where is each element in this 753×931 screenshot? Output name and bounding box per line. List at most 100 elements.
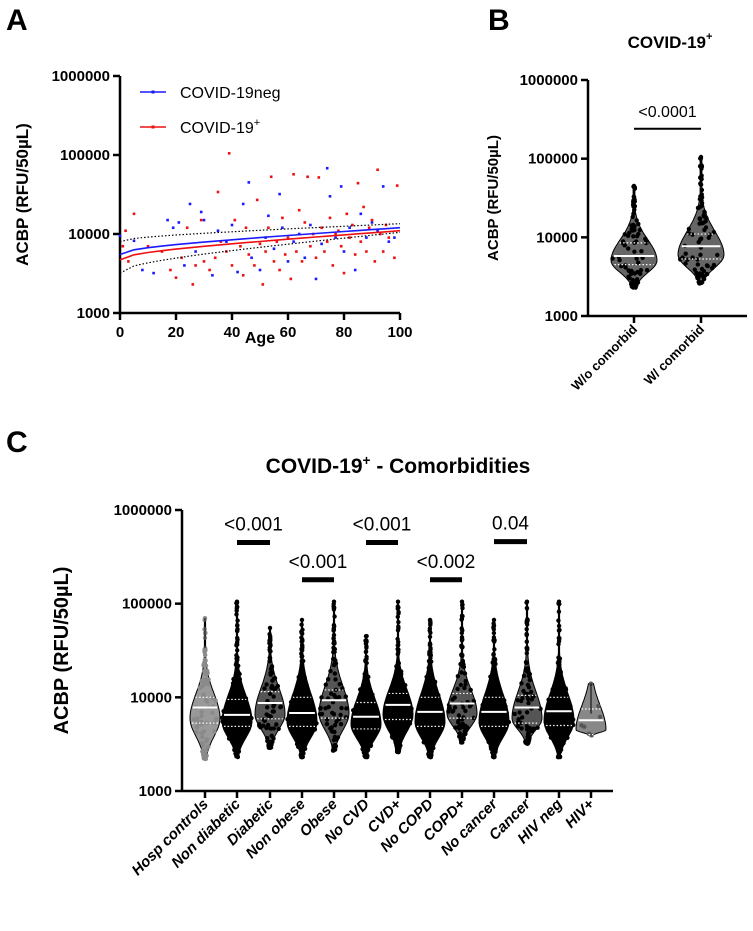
data-point — [334, 719, 339, 724]
data-point — [699, 280, 704, 286]
data-point — [503, 704, 508, 709]
data-point — [405, 711, 411, 716]
data-point — [422, 736, 427, 741]
data-point — [490, 702, 495, 708]
data-point — [492, 754, 497, 760]
data-point — [402, 688, 407, 693]
data-point — [486, 727, 491, 732]
data-point — [512, 711, 517, 717]
data-point — [458, 735, 463, 740]
data-point — [486, 718, 491, 723]
data-point — [395, 643, 400, 648]
data-point — [389, 734, 395, 739]
data-point — [427, 659, 432, 664]
data-point — [258, 725, 263, 730]
data-point — [199, 709, 204, 714]
data-point-covid-pos — [233, 218, 237, 222]
data-point — [299, 742, 305, 747]
data-point-covid-pos — [306, 175, 309, 179]
data-point-covid-neg — [376, 229, 379, 233]
data-point-covid-pos — [323, 250, 326, 253]
data-point — [458, 682, 463, 688]
data-point — [455, 686, 460, 692]
data-point — [272, 687, 277, 692]
data-point — [561, 739, 566, 744]
x-tick-label: 20 — [168, 324, 185, 341]
data-point — [524, 741, 530, 746]
ci-lower-line — [119, 231, 401, 274]
data-point — [437, 702, 442, 707]
data-point — [527, 671, 532, 677]
data-point — [206, 677, 211, 682]
data-point — [690, 255, 695, 260]
data-point — [308, 731, 314, 737]
y-axis-title: ACBP (RFU/50µL) — [13, 123, 32, 266]
data-point-covid-neg — [152, 271, 155, 275]
data-point-covid-pos — [348, 236, 351, 239]
y-tick-label: 1000 — [77, 305, 110, 322]
data-point-covid-neg — [230, 223, 234, 227]
data-point — [519, 726, 524, 731]
data-point — [486, 691, 492, 696]
data-point — [235, 648, 240, 653]
data-point — [361, 743, 366, 749]
panel-label-b: B — [488, 4, 510, 37]
data-point — [235, 618, 240, 623]
data-point-covid-neg — [258, 268, 262, 272]
data-point — [264, 725, 269, 731]
data-point — [458, 661, 463, 667]
data-point — [699, 198, 704, 203]
data-point — [622, 242, 627, 248]
data-point-covid-pos — [292, 172, 295, 176]
data-point — [427, 651, 432, 656]
data-point — [634, 256, 639, 261]
data-point-covid-neg — [286, 260, 290, 263]
data-point — [201, 753, 207, 758]
y-tick-label: 10000 — [68, 226, 110, 243]
data-point — [350, 720, 355, 726]
data-point — [269, 664, 275, 669]
data-point-covid-pos — [261, 283, 265, 286]
data-point — [521, 673, 527, 678]
data-point — [518, 698, 524, 704]
data-point — [463, 682, 468, 687]
data-point — [489, 747, 495, 752]
data-point-covid-pos — [199, 218, 203, 222]
data-point-covid-pos — [227, 152, 231, 155]
data-point — [468, 687, 473, 693]
data-point — [525, 682, 531, 688]
data-point — [428, 754, 433, 760]
data-point-covid-neg — [278, 192, 281, 196]
data-point-covid-pos — [297, 208, 301, 212]
data-point — [553, 712, 558, 718]
data-point — [343, 715, 349, 720]
data-point — [471, 698, 476, 704]
data-point — [230, 681, 236, 686]
data-point — [637, 227, 643, 233]
data-point — [367, 733, 373, 738]
data-point-covid-neg — [183, 264, 186, 267]
data-point — [625, 233, 631, 238]
p-value-label: <0.001 — [224, 514, 283, 535]
data-point-covid-neg — [353, 268, 357, 272]
data-point — [236, 709, 241, 714]
data-point-covid-pos — [317, 176, 321, 179]
data-point — [557, 747, 563, 753]
data-point — [343, 694, 348, 699]
data-point — [462, 685, 467, 691]
p-value-label: <0.0001 — [638, 104, 696, 121]
data-point — [368, 722, 373, 728]
data-point — [230, 687, 235, 692]
data-point — [291, 701, 297, 707]
data-point — [631, 234, 636, 239]
data-point-covid-neg — [188, 202, 192, 206]
data-point — [589, 733, 594, 738]
data-point — [318, 705, 323, 711]
data-point — [264, 682, 269, 687]
data-point — [221, 709, 226, 714]
data-point-covid-pos — [160, 250, 164, 253]
data-point — [554, 736, 559, 741]
data-point-covid-neg — [328, 195, 332, 198]
data-point — [527, 677, 532, 683]
panel-label-a: A — [6, 4, 28, 37]
